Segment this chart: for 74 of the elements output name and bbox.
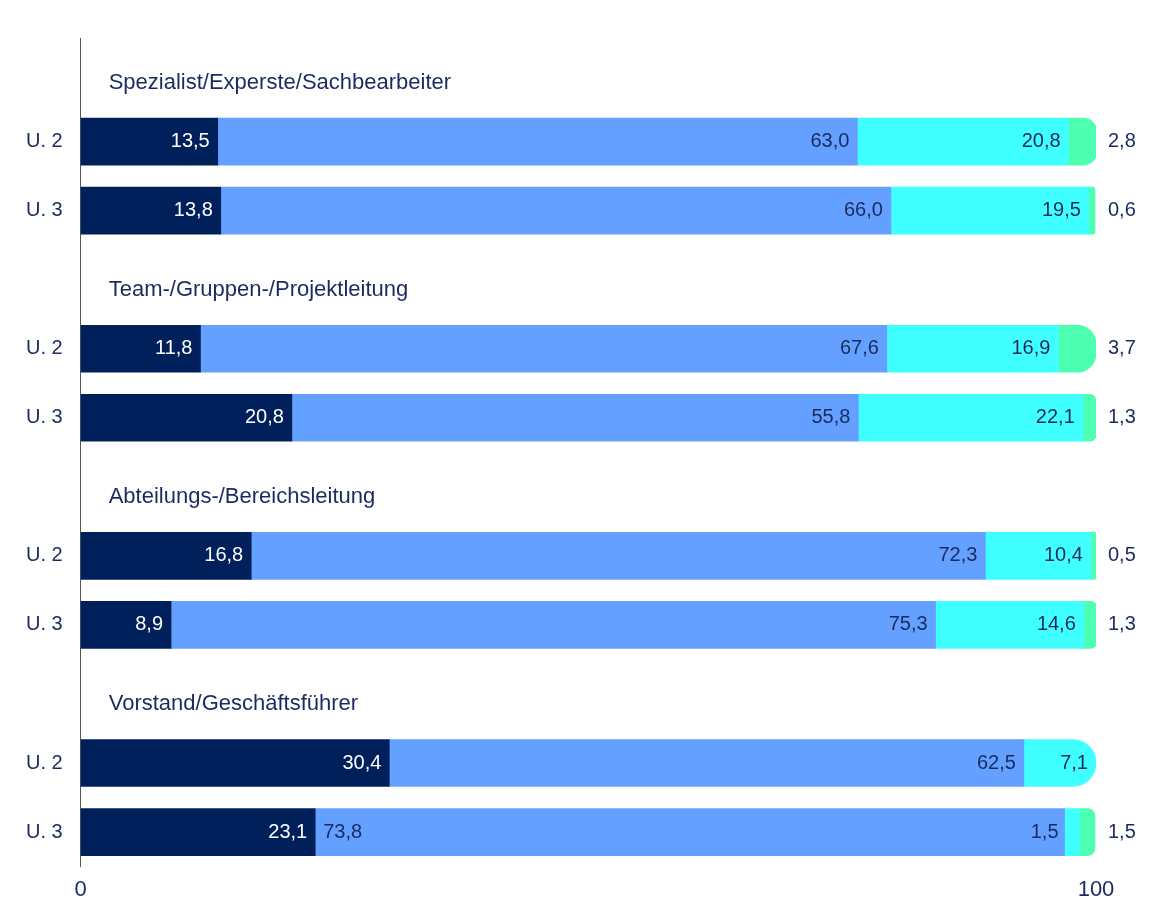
data-label: 10,4 bbox=[1043, 543, 1083, 566]
bar bbox=[291, 393, 859, 442]
bar bbox=[220, 186, 892, 235]
bar bbox=[80, 393, 293, 442]
data-label: 2,8 bbox=[1108, 129, 1136, 152]
data-label: 75,3 bbox=[888, 612, 928, 635]
bar bbox=[200, 324, 888, 373]
data-label: 16,9 bbox=[1011, 336, 1051, 359]
data-label: 1,5 bbox=[1108, 819, 1136, 842]
y-tick-label: U. 3 bbox=[25, 612, 63, 635]
data-label: 23,1 bbox=[268, 819, 308, 842]
bar bbox=[80, 324, 201, 373]
data-label: 72,3 bbox=[938, 543, 978, 566]
data-label: 30,4 bbox=[342, 750, 382, 773]
bar bbox=[80, 601, 172, 649]
annotation: Abteilungs-/Bereichsleitung bbox=[108, 482, 376, 508]
data-label: 0,6 bbox=[1108, 198, 1136, 221]
bar bbox=[935, 601, 1085, 649]
bar bbox=[985, 532, 1092, 580]
y-tick-label: U. 2 bbox=[25, 750, 63, 773]
data-label: 13,8 bbox=[173, 198, 213, 221]
bar bbox=[886, 324, 1059, 373]
data-label: 1,3 bbox=[1108, 405, 1136, 428]
annotation: Vorstand/Geschäftsführer bbox=[108, 690, 359, 716]
data-label: 20,8 bbox=[1021, 129, 1061, 152]
y-tick-label: U. 3 bbox=[25, 819, 63, 842]
bar bbox=[1083, 601, 1096, 649]
y-tick-label: U. 3 bbox=[25, 405, 63, 428]
data-label: 55,8 bbox=[811, 405, 851, 428]
annotation: Team-/Gruppen-/Projektleitung bbox=[108, 275, 409, 301]
data-label: 16,8 bbox=[204, 543, 244, 566]
data-label: 14,6 bbox=[1036, 612, 1076, 635]
y-tick-label: U. 2 bbox=[25, 129, 63, 152]
bar bbox=[80, 739, 390, 787]
bar bbox=[858, 393, 1084, 442]
bar bbox=[217, 117, 858, 166]
data-label: 8,9 bbox=[135, 612, 164, 635]
bar bbox=[1079, 808, 1096, 856]
annotation: Spezialist/Experste/Sachbearbeiter bbox=[108, 68, 452, 94]
bar bbox=[389, 739, 1025, 787]
data-label: 7,1 bbox=[1060, 750, 1088, 773]
x-tick-label: 0 bbox=[74, 875, 87, 901]
data-label: 3,7 bbox=[1108, 336, 1136, 359]
bar bbox=[80, 532, 252, 580]
data-label: 63,0 bbox=[810, 129, 850, 152]
bar bbox=[250, 532, 986, 580]
bar bbox=[80, 117, 219, 166]
data-label: 11,8 bbox=[155, 336, 193, 359]
data-label: 19,5 bbox=[1041, 198, 1081, 221]
data-label: 22,1 bbox=[1035, 405, 1075, 428]
bar bbox=[857, 117, 1069, 166]
data-label: 0,5 bbox=[1108, 543, 1136, 566]
bar bbox=[1090, 532, 1096, 580]
bar bbox=[1082, 393, 1096, 442]
bar bbox=[314, 808, 1065, 856]
data-label: 67,6 bbox=[839, 336, 879, 359]
x-tick-label: 100 bbox=[1077, 875, 1115, 901]
y-tick-label: U. 3 bbox=[25, 198, 63, 221]
data-label: 1,5 bbox=[1030, 819, 1059, 842]
data-label: 62,5 bbox=[976, 750, 1016, 773]
bar bbox=[1023, 739, 1096, 787]
bar bbox=[80, 186, 222, 235]
data-label: 13,5 bbox=[170, 129, 210, 152]
bar bbox=[1068, 117, 1096, 166]
data-label: 66,0 bbox=[843, 198, 883, 221]
y-tick-label: U. 2 bbox=[25, 543, 63, 566]
data-label: 1,3 bbox=[1108, 612, 1136, 635]
data-label: 20,8 bbox=[244, 405, 284, 428]
bar bbox=[80, 808, 316, 856]
bar bbox=[890, 186, 1090, 235]
bar bbox=[1064, 808, 1081, 856]
data-label: 73,8 bbox=[323, 819, 363, 842]
y-tick-label: U. 2 bbox=[25, 336, 63, 359]
bar bbox=[170, 601, 936, 649]
